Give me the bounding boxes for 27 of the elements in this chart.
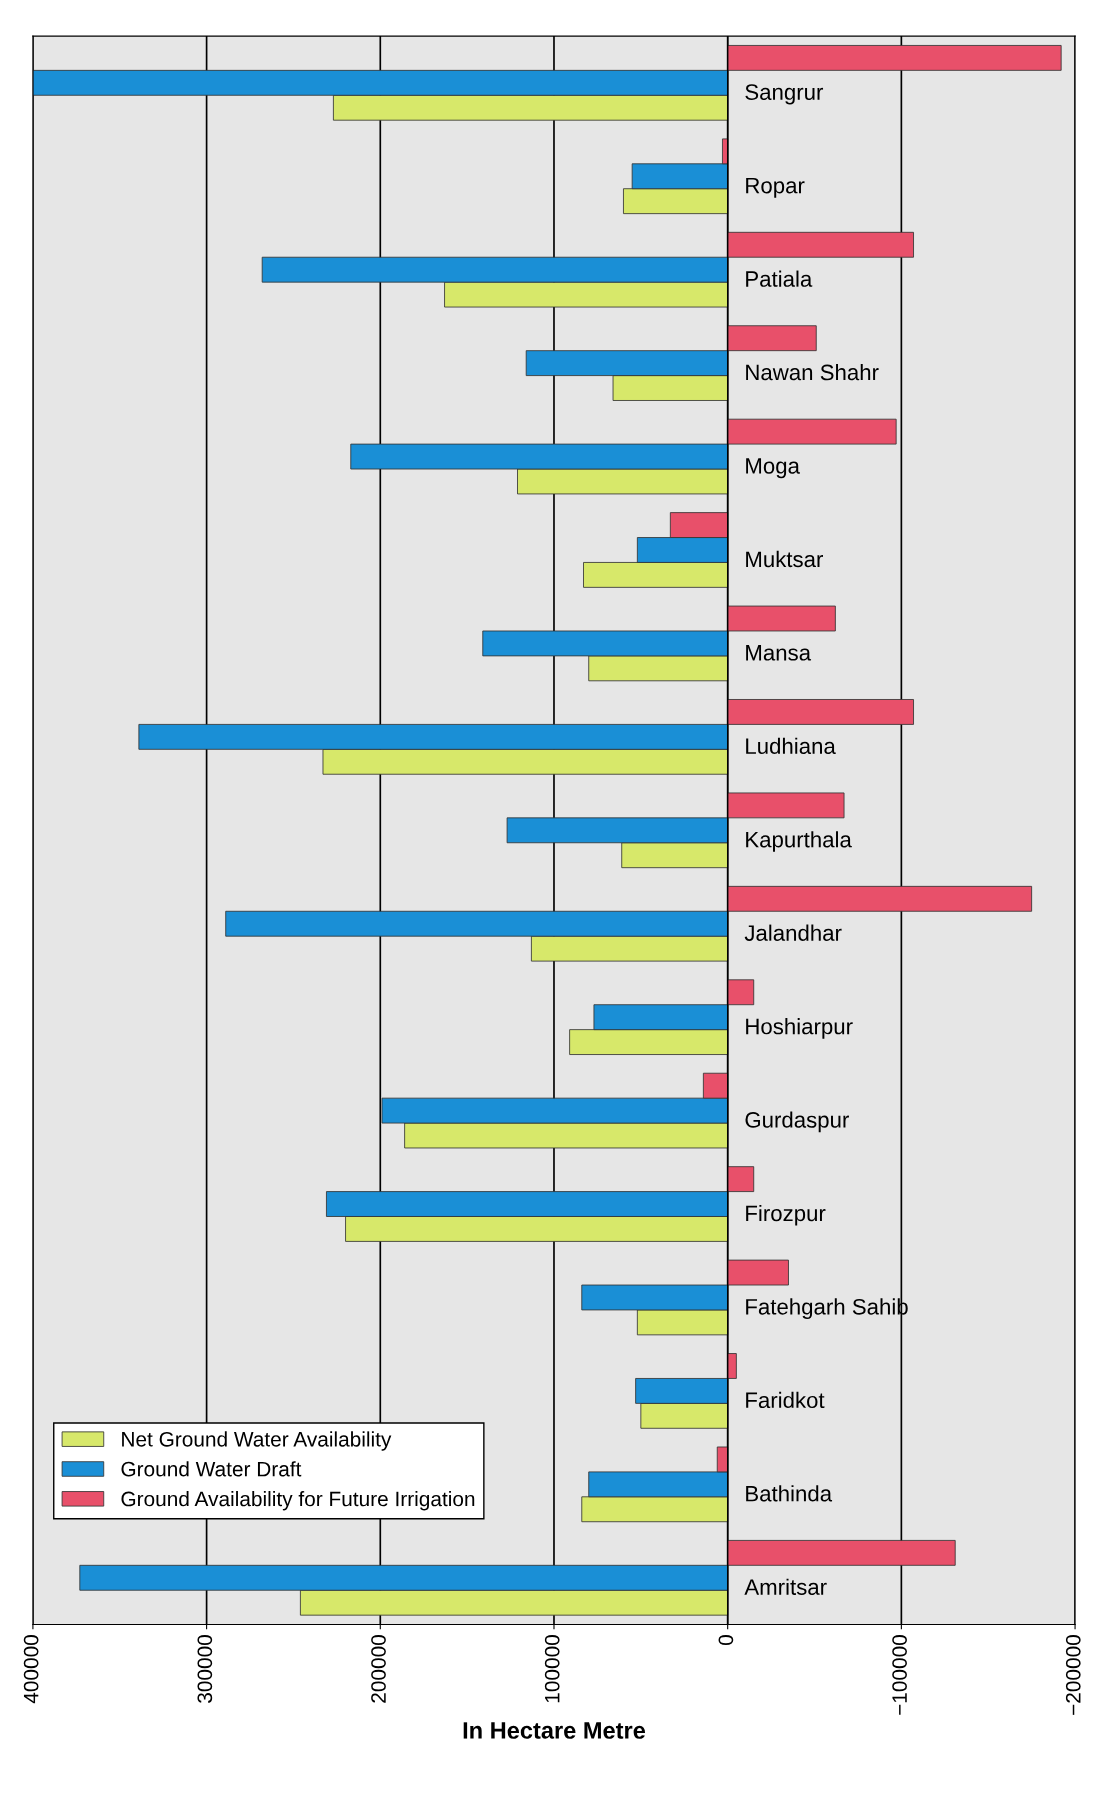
y-tick-label: Kapurthala [746,831,852,852]
legend-label: Ground Availability for Future Irrigation [121,1491,475,1511]
y-tick-label: Moga [746,458,800,479]
x-tick-label: 0 [718,1635,734,1645]
x-tick-label: −200000 [1065,1635,1081,1715]
y-tick-label: Bathinda [746,1485,833,1502]
y-tick-label: Amritsar [744,1578,827,1595]
x-tick-label: 300000 [197,1635,213,1703]
x-tick-label: −100000 [892,1635,907,1715]
y-tick-label: Faridkot [746,1391,825,1409]
legend-label: Net Ground Water Availability [122,1431,392,1451]
y-tick-label: Gurdaspur [745,1111,849,1133]
y-tick-label: Firozpur [746,1204,826,1226]
x-axis-title: In Hectare Metre [463,1722,646,1739]
y-tick-label: Patiala [746,270,813,287]
y-tick-label: Ropar [746,177,805,198]
y-tick-label: Hoshiarpur [746,1018,853,1039]
y-tick-label: Jalandhar [744,924,842,941]
x-tick-label: 400000 [23,1635,39,1704]
y-tick-label: Sangrur [745,84,824,105]
y-tick-label: Ludhiana [746,737,836,755]
y-tick-label: Nawan Shahr [746,363,879,381]
x-tick-label: 100000 [544,1635,560,1703]
y-tick-label: Mansa [746,645,812,661]
x-tick-label: 200000 [371,1635,386,1703]
y-tick-label: Muktsar [746,550,823,568]
legend-label: Ground Water Draft [121,1461,302,1477]
